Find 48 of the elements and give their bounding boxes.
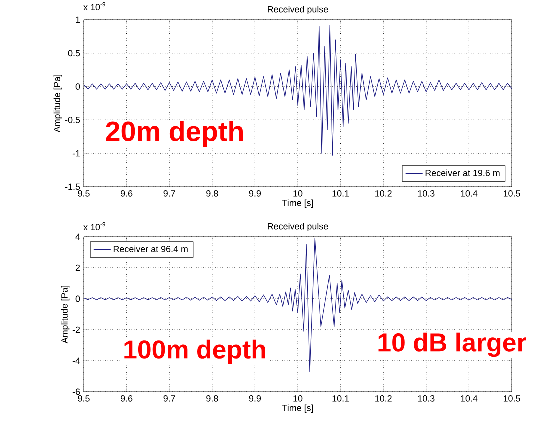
line-series	[84, 25, 512, 156]
x-tick-label: 9.7	[164, 190, 176, 197]
x-tick-label: 10.1	[332, 190, 350, 197]
y-tick-label: 0.5	[68, 50, 80, 57]
annotation: 10 dB larger	[378, 332, 526, 358]
x-tick-label: 9.9	[249, 190, 262, 197]
y-tick-label: -1	[72, 150, 80, 157]
x-tick-label: 10.4	[461, 396, 478, 402]
x-tick-label: 10	[294, 396, 303, 402]
y-tick-label: -4	[72, 358, 80, 364]
text: x 10$^{-9}$	[84, 222, 106, 230]
y-tick-label: 2	[76, 264, 80, 272]
y-tick-label: -2	[72, 326, 80, 334]
y-tick-label: -1.5	[65, 184, 80, 190]
x-axis-title: Time [s]	[282, 200, 314, 208]
y-tick-label: -0.5	[65, 117, 80, 124]
x-tick-label: 9.8	[206, 396, 218, 402]
x-axis-title: Time [s]	[282, 404, 314, 414]
y-tick-label: 1	[76, 16, 80, 24]
annotation: 20m depth	[106, 120, 243, 147]
x-tick-label: 9.5	[78, 396, 90, 402]
x-tick-label: 9.7	[164, 396, 176, 402]
legend-label: Receiver at 96.4 m	[114, 246, 188, 252]
chart-title: Received pulse	[268, 223, 328, 232]
y-axis-title: Amplitude [Pa]	[54, 74, 62, 133]
x-tick-label: 10.1	[332, 396, 350, 402]
y-tick-label: 4	[76, 234, 80, 240]
legend-label: Receiver at 19.6 m	[426, 170, 500, 176]
x-tick-label: 10	[294, 190, 303, 197]
x-tick-label: 10.5	[504, 396, 520, 402]
x-tick-label: 10.3	[418, 396, 435, 402]
x-tick-label: 10.4	[461, 190, 478, 197]
y-tick-label: -6	[72, 388, 80, 396]
chart-title: Received pulse	[268, 6, 328, 14]
x-tick-label: 10.2	[376, 396, 392, 402]
x-tick-label: 10.2	[376, 190, 392, 197]
annotation: 100m depth	[124, 340, 266, 364]
x-tick-label: 9.6	[121, 190, 133, 197]
y-tick-label: 0	[76, 296, 80, 302]
x-tick-label: 9.9	[249, 396, 262, 402]
x-tick-label: 9.6	[121, 396, 133, 402]
text: x 10$^{-9}$	[84, 2, 106, 10]
x-tick-label: 9.8	[206, 190, 218, 197]
x-tick-label: 10.5	[504, 190, 520, 197]
x-tick-label: 9.5	[78, 190, 90, 197]
y-tick-label: 0	[76, 84, 80, 90]
x-tick-label: 10.3	[418, 190, 435, 197]
y-axis-title: Amplitude [Pa]	[61, 286, 70, 344]
